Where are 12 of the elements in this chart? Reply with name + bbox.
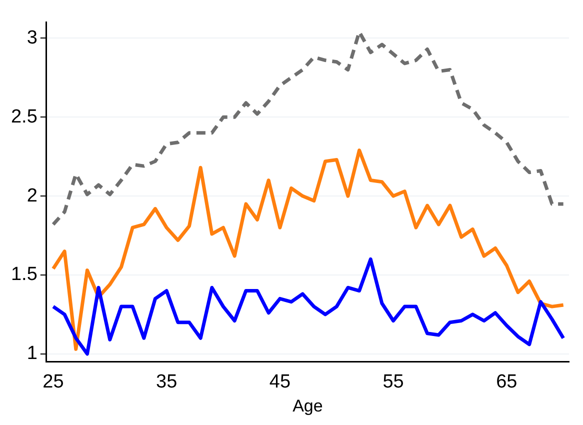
x-tick-label: 45 [269, 371, 291, 392]
x-axis-title: Age [292, 396, 323, 416]
x-tick-label: 65 [496, 371, 518, 392]
y-tick-label: 1.5 [10, 264, 38, 286]
x-tick-label: 25 [42, 371, 64, 392]
x-tick-label: 55 [382, 371, 404, 392]
x-tick-label: 35 [156, 371, 178, 392]
y-tick-label: 1 [26, 343, 38, 364]
y-tick-label: 3 [26, 27, 38, 48]
y-tick-label: 2 [26, 185, 38, 206]
y-tick-label: 2.5 [10, 106, 38, 128]
line-series [51, 30, 566, 226]
